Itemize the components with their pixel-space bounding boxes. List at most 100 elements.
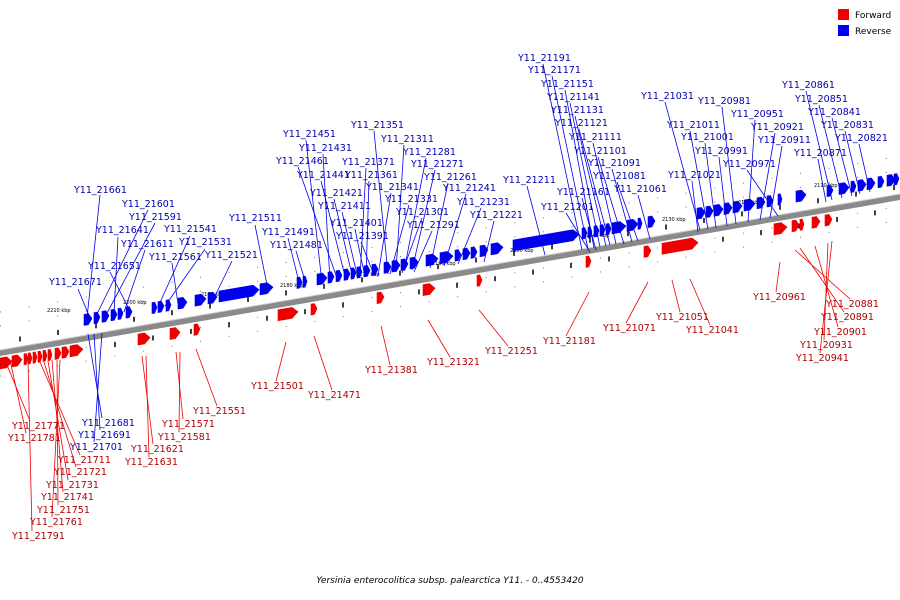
leader-line [794, 249, 851, 300]
gene-label: Y11_20881 [825, 299, 879, 310]
gene-label: Y11_21041 [685, 325, 739, 336]
gene-label: Y11_20851 [794, 94, 848, 105]
reverse-gene-arrow [713, 204, 724, 217]
gene-label: Y11_21371 [341, 157, 395, 168]
gene-label: Y11_21321 [426, 357, 480, 368]
tick-label: 2110 kbp [814, 183, 838, 189]
gene-label: Y11_21011 [666, 120, 720, 131]
reverse-gene-arrow [605, 223, 612, 236]
gene-label: Y11_20931 [799, 340, 853, 351]
forward-labels: Y11_21771 Y11_21781 Y11_21711 Y11_21721 … [7, 292, 879, 542]
leader-line [373, 130, 389, 275]
leader-line [354, 228, 366, 278]
gene-label: Y11_21761 [29, 517, 83, 528]
reverse-gene-arrow [316, 272, 328, 286]
forward-gene-arrow [811, 216, 821, 229]
reverse-gene-arrow [93, 311, 101, 325]
gene-label: Y11_21421 [309, 188, 363, 199]
gene-label: Y11_21201 [540, 202, 594, 213]
leader-line [341, 211, 359, 279]
leader-line [333, 198, 354, 280]
leader-line [254, 224, 269, 291]
forward-gene-arrow [773, 222, 788, 236]
axis-bar [0, 194, 900, 356]
gene-label: Y11_21721 [53, 467, 107, 478]
gene-label: Y11_21711 [57, 455, 111, 466]
leader-line [611, 168, 633, 243]
leader-line [858, 143, 871, 193]
forward-gene-arrow [585, 255, 592, 268]
leader-line [718, 156, 728, 227]
leader-line [542, 63, 583, 251]
forward-gene-arrow [37, 350, 43, 363]
gene-label: Y11_20831 [820, 120, 874, 131]
leader-line [637, 194, 651, 240]
gene-label: Y11_21401 [329, 218, 383, 229]
tick-label: 2200 kbp [123, 300, 147, 306]
gene-label: Y11_21541 [163, 224, 217, 235]
leader-line [817, 158, 827, 203]
leader-line [47, 360, 69, 481]
gene-label: Y11_21391 [335, 231, 389, 242]
leader-line [164, 248, 206, 307]
forward-gene-arrow [422, 283, 436, 297]
leader-line [759, 132, 776, 221]
reverse-gene-arrow [125, 306, 133, 319]
leader-line [616, 181, 639, 242]
leader-line [457, 207, 482, 265]
leader-line [51, 359, 61, 518]
reverse-gene-arrow [512, 229, 580, 252]
forward-gene-arrow [11, 354, 23, 368]
gene-label: Y11_21521 [204, 250, 258, 261]
gene-label: Y11_21191 [517, 53, 571, 64]
leader-line [113, 236, 119, 314]
leader-line [574, 115, 607, 247]
reverse-gene-arrow [838, 182, 850, 195]
leader-line [625, 281, 649, 324]
reverse-gene-arrow [110, 308, 118, 322]
tick-label: 2180 kbp [280, 283, 304, 289]
reverse-gene-arrow [117, 307, 124, 320]
gene-label: Y11_21641 [95, 225, 149, 236]
reverse-gene-arrow [218, 284, 260, 303]
leader-line [313, 335, 333, 391]
forward-gene-arrow [61, 346, 70, 359]
reverse-gene-arrow [151, 301, 158, 315]
leader-line [157, 235, 191, 308]
tick-label: 2150 kbp [510, 248, 534, 254]
gene-label: Y11_20911 [757, 135, 811, 146]
reverse-gene-arrow [850, 180, 857, 193]
leader-line [551, 75, 589, 250]
forward-gene-arrow [277, 307, 299, 322]
reverse-gene-arrow [194, 293, 207, 307]
leader-line [39, 361, 81, 456]
gene-label: Y11_21351 [350, 120, 404, 131]
forward-gene-arrow [376, 291, 385, 305]
reverse-gene-arrow [177, 296, 188, 310]
gene-label: Y11_21461 [275, 156, 329, 167]
reverse-gene-arrow [335, 269, 343, 283]
leader-line [844, 130, 861, 195]
leader-line [401, 217, 423, 274]
leader-line [569, 102, 601, 248]
legend-reverse-swatch [838, 25, 849, 36]
gene-label: Y11_21091 [587, 158, 641, 169]
leader-line [413, 230, 433, 273]
reverse-genes [83, 173, 900, 326]
leader-line [831, 117, 853, 197]
gene-label: Y11_20971 [722, 159, 776, 170]
leader-line [178, 351, 181, 433]
leader-line [380, 325, 391, 366]
leader-line [671, 279, 681, 313]
reverse-gene-arrow [637, 217, 643, 230]
forward-gene-arrow [32, 351, 38, 364]
leader-line [823, 242, 829, 341]
leader-line [689, 278, 711, 326]
gene-label: Y11_20901 [813, 327, 867, 338]
forward-gene-arrow [791, 219, 800, 233]
leader-lines [4, 63, 871, 532]
gene-label: Y11_21241 [442, 183, 496, 194]
gene-label: Y11_21671 [48, 277, 102, 288]
leader-line [43, 361, 77, 468]
